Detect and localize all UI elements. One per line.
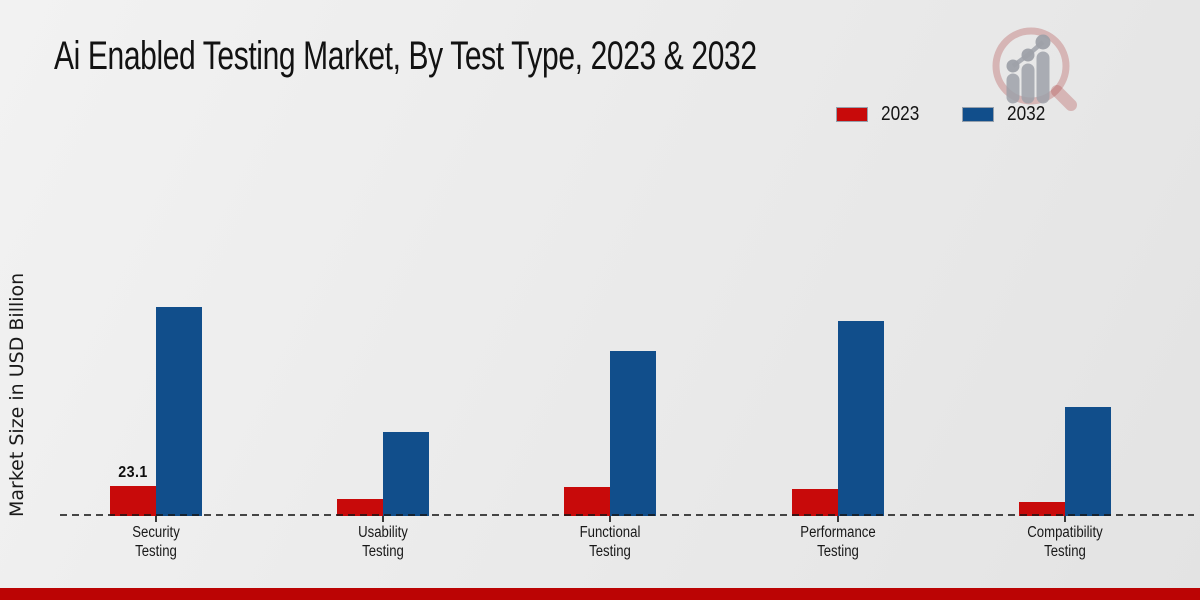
bar-2032-performance-testing (837, 321, 884, 516)
bar-2032-usability-testing (382, 431, 429, 516)
x-axis-label-security-testing: Security Testing (131, 524, 180, 560)
legend-swatch-2023 (836, 107, 868, 122)
legend-swatch-2032 (961, 107, 994, 122)
x-axis-tick-performance-testing (836, 516, 839, 522)
x-axis-tick-compatibility-testing (1064, 516, 1067, 522)
x-axis-label-functional-testing: Functional Testing (579, 524, 641, 560)
footer-accent-bar (0, 588, 1200, 600)
x-axis-tick-functional-testing (609, 516, 612, 522)
growth-bars-icon (1006, 34, 1051, 104)
bar-2032-functional-testing (610, 351, 657, 516)
bar-2032-security-testing (155, 306, 202, 516)
market-research-future-logo-watermark (992, 27, 1077, 111)
bar-data-label-security-testing: 23.1 (117, 464, 148, 481)
bar-2023-compatibility-testing (1019, 501, 1066, 516)
bar-2032-compatibility-testing (1065, 406, 1112, 516)
x-axis-label-performance-testing: Performance Testing (799, 524, 876, 560)
bar-2023-security-testing (109, 486, 156, 516)
x-axis-label-usability-testing: Usability Testing (357, 524, 408, 560)
legend-item-2032: 2032 (961, 103, 1052, 126)
bar-2023-usability-testing (336, 499, 383, 516)
legend-label-2023: 2023 (881, 103, 920, 125)
x-axis-tick-security-testing (154, 516, 157, 522)
bar-2023-performance-testing (791, 489, 838, 516)
legend-label-2032: 2032 (1006, 103, 1045, 125)
legend-item-2023: 2023 (836, 103, 926, 126)
chart-title: Ai Enabled Testing Market, By Test Type,… (54, 34, 757, 78)
bar-2023-functional-testing (564, 486, 611, 516)
x-axis-baseline (60, 514, 1194, 516)
x-axis-tick-usability-testing (381, 516, 384, 522)
legend: 2023 2032 (836, 103, 1051, 126)
x-axis-label-compatibility-testing: Compatibility Testing (1027, 524, 1103, 560)
